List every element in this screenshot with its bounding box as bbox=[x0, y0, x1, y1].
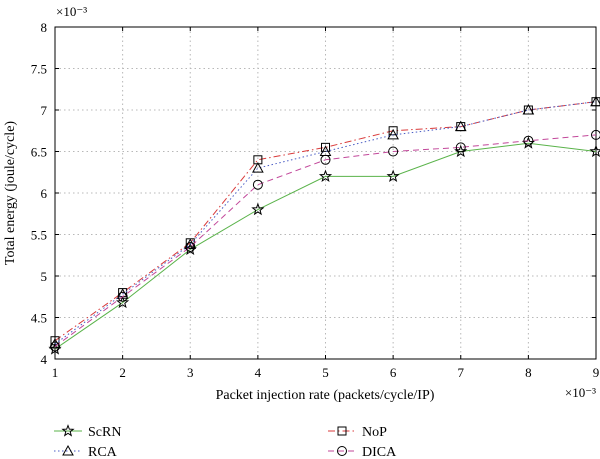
series-dica bbox=[50, 129, 600, 352]
x-tick-label: 1 bbox=[52, 365, 59, 380]
y-tick-label: 5 bbox=[41, 269, 48, 284]
circle-marker bbox=[185, 241, 196, 252]
y-tick-label: 7 bbox=[41, 103, 48, 118]
series-scrn bbox=[48, 136, 600, 355]
circle-marker bbox=[388, 146, 399, 157]
circle-marker bbox=[252, 179, 263, 190]
y-multiplier: ×10⁻³ bbox=[56, 4, 87, 19]
square-marker bbox=[337, 426, 347, 436]
circle-marker bbox=[523, 135, 534, 146]
star-marker bbox=[61, 424, 75, 437]
legend-label: NoP bbox=[362, 425, 387, 440]
y-tick-label: 4 bbox=[41, 352, 48, 367]
circle-marker bbox=[591, 129, 600, 140]
y-axis-label: Total energy (joule/cycle) bbox=[3, 121, 18, 265]
legend-item-dica: DICA bbox=[328, 445, 397, 459]
series-rca bbox=[49, 95, 600, 349]
y-tick-label: 4.5 bbox=[31, 311, 47, 326]
legend-item-scrn: ScRN bbox=[54, 424, 121, 440]
star-marker bbox=[386, 169, 400, 183]
triangle-marker bbox=[522, 103, 535, 115]
x-tick-label: 4 bbox=[255, 365, 262, 380]
star-marker bbox=[318, 169, 333, 183]
star-marker bbox=[251, 202, 265, 216]
y-tick-label: 6.5 bbox=[31, 145, 47, 160]
x-tick-label: 9 bbox=[593, 365, 600, 380]
x-tick-label: 6 bbox=[390, 365, 397, 380]
axis-ticks bbox=[54, 26, 597, 360]
y-tick-label: 5.5 bbox=[31, 228, 47, 243]
y-tick-label: 6 bbox=[41, 186, 48, 201]
triangle-marker bbox=[252, 162, 264, 173]
series-line bbox=[54, 101, 597, 342]
circle-marker bbox=[320, 154, 331, 165]
y-tick-label: 7.5 bbox=[31, 62, 47, 77]
legend-label: DICA bbox=[362, 445, 397, 459]
series bbox=[48, 95, 600, 355]
x-tick-label: 8 bbox=[525, 365, 532, 380]
triangle-marker bbox=[62, 444, 74, 456]
grid bbox=[55, 27, 596, 359]
x-tick-label: 5 bbox=[322, 365, 329, 380]
triangle-marker bbox=[184, 238, 197, 249]
x-multiplier: ×10⁻³ bbox=[565, 385, 596, 400]
triangle-marker bbox=[49, 338, 61, 349]
legend-label: ScRN bbox=[88, 425, 121, 440]
series-line bbox=[54, 142, 597, 350]
triangle-marker bbox=[454, 120, 467, 132]
x-tick-labels: 1 2 3 4 5 6 7 8 9 bbox=[52, 365, 600, 380]
y-tick-label: 8 bbox=[41, 20, 48, 35]
circle-marker bbox=[337, 446, 347, 456]
series-line bbox=[54, 134, 597, 347]
square-marker bbox=[321, 142, 330, 152]
star-marker bbox=[116, 295, 130, 309]
x-tick-label: 2 bbox=[119, 365, 126, 380]
legend: ScRN NoP RCA DICA bbox=[54, 424, 397, 459]
triangle-marker bbox=[116, 288, 129, 299]
legend-item-nop: NoP bbox=[328, 425, 387, 440]
legend-label: RCA bbox=[88, 445, 118, 459]
series-line bbox=[54, 101, 597, 345]
x-axis-label: Packet injection rate (packets/cycle/IP) bbox=[216, 388, 435, 403]
y-tick-labels: 4 4.5 5 5.5 6 6.5 7 7.5 8 bbox=[31, 20, 48, 367]
triangle-marker bbox=[387, 128, 399, 140]
triangle-marker bbox=[590, 95, 600, 107]
x-tick-label: 7 bbox=[458, 365, 465, 380]
x-tick-label: 3 bbox=[187, 365, 194, 380]
legend-item-rca: RCA bbox=[54, 444, 118, 459]
circle-marker bbox=[50, 341, 60, 352]
circle-marker bbox=[455, 142, 466, 153]
circle-marker bbox=[117, 291, 128, 302]
